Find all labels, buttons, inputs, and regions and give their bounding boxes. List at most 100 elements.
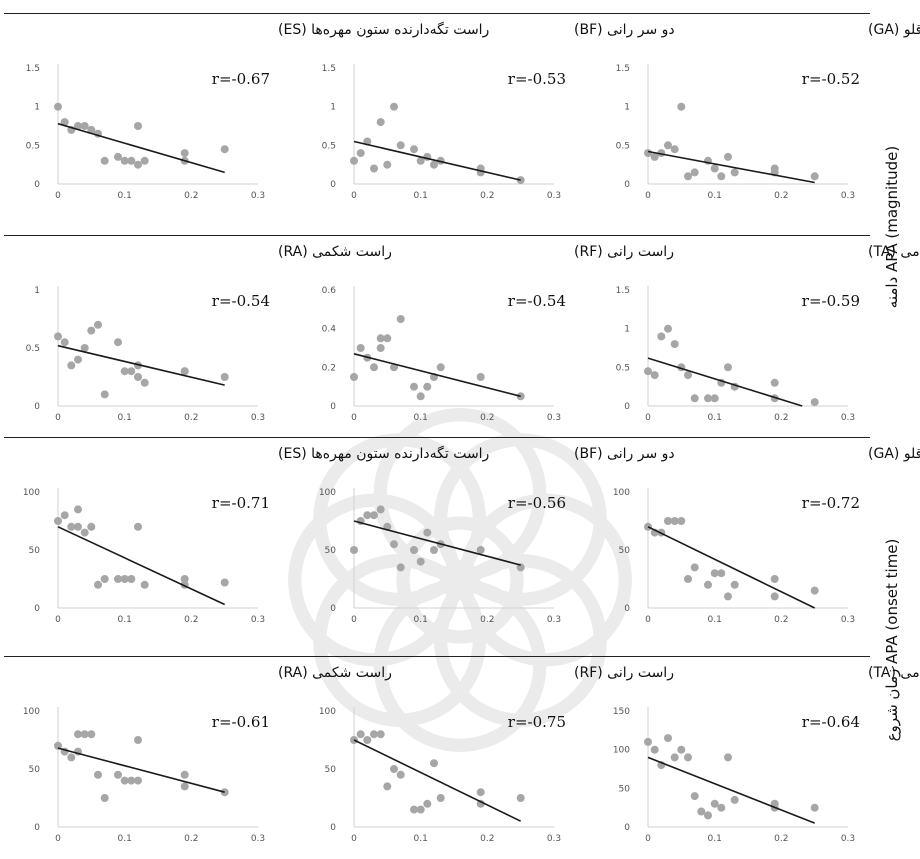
data-point [423,528,432,537]
data-point [810,803,819,812]
data-point [516,563,525,572]
data-point [704,394,712,403]
panel-title: دو سر رانی (BF) [574,446,675,462]
data-point [677,745,686,754]
x-tick-label: 0.1 [118,834,132,844]
x-tick-label: 0.3 [251,615,265,625]
y-tick-label: 0 [624,823,630,833]
data-point [416,392,425,401]
data-point [370,363,378,372]
data-point [677,102,686,111]
data-point [356,730,365,739]
y-tick-label: 0.6 [322,286,337,296]
x-tick-label: 0.3 [841,191,855,201]
y-tick-label: 0.2 [322,363,336,373]
y-tick-label: 0.5 [26,344,40,354]
data-point [664,324,672,333]
data-point [350,373,358,381]
data-point [140,156,149,165]
data-point [180,782,189,791]
data-point [80,344,89,352]
data-point [376,505,385,514]
y-tick-label: 0.5 [616,363,630,373]
data-point [94,770,102,779]
data-point [134,122,142,130]
data-point [180,770,189,779]
data-point [730,795,739,804]
data-point [120,367,129,376]
data-point [134,776,142,785]
x-tick-label: 0.3 [547,191,561,201]
y-tick-label: 50 [29,765,41,775]
data-point [180,367,189,376]
data-point [423,382,432,391]
x-tick-label: 0 [55,413,61,423]
x-tick-label: 0.1 [708,834,722,844]
scatter-panel: دو سر رانی (BF) 0 0.1 0.2 0.3 0 0.5 1 1.5 r=-0.53 [322,22,675,201]
x-tick-label: 0.3 [841,834,855,844]
data-point [650,745,659,754]
data-point [430,759,438,768]
data-point [416,156,425,165]
y-tick-label: 100 [613,746,630,756]
data-point [476,373,485,381]
data-point [220,578,229,587]
data-point [710,569,719,578]
panel-title: راست تگه‌دارنده ستون مهره‌ها (ES) [278,445,489,462]
y-tick-label: 0 [34,823,40,833]
y-tick-label: 1 [624,103,630,113]
y-tick-label: 0.5 [616,141,630,151]
x-tick-label: 0.2 [480,191,494,201]
data-point [690,563,699,572]
x-tick-label: 0 [351,413,357,423]
data-point [114,152,122,161]
data-point [74,730,82,739]
data-point [134,160,142,169]
data-point [383,334,392,343]
data-point [697,807,706,816]
scatter-panel: راست رانی (RF) 0 0.1 0.2 0.3 0 0.2 0.4 0.6 r=-0.5… [322,244,674,423]
panel-title: راست شکمی (RA) [278,665,392,681]
data-point [436,363,445,372]
data-point [114,575,122,583]
data-point [396,563,405,572]
correlation-label: r=-0.64 [802,713,860,731]
data-point [390,765,398,773]
y-tick-label: 0.5 [26,141,40,151]
x-tick-label: 0 [351,191,357,201]
data-point [710,164,719,173]
x-tick-label: 0 [55,834,61,844]
data-point [684,172,692,181]
data-point [717,803,726,812]
panel-title: راست تگه‌دارنده ستون مهره‌ها (ES) [278,21,489,38]
scatter-panel: ساقی قدامی (TA) 0 0.1 0.2 0.3 0 50 100 150 r=-0.6… [613,665,920,844]
x-tick-label: 0.2 [184,834,198,844]
trend-line [57,747,225,793]
data-point [134,522,142,531]
data-point [684,753,692,762]
y-tick-label: 1 [34,286,40,296]
x-tick-label: 0.3 [251,191,265,201]
data-point [376,344,385,352]
data-point [87,125,96,134]
y-tick-label: 0 [624,604,630,614]
data-point [810,172,819,181]
data-point [67,753,76,762]
scatter-panel: راست شکمی (RA) 0 0.1 0.2 0.3 0 0.5 1 r=-0.54 [26,244,392,423]
data-point [127,367,136,376]
correlation-label: r=-0.52 [802,70,860,88]
data-point [396,315,405,323]
trend-line [353,739,522,822]
correlation-label: r=-0.72 [802,494,860,512]
data-point [100,575,109,583]
x-tick-label: 0.1 [708,615,722,625]
data-point [54,102,62,111]
x-tick-label: 0.3 [547,413,561,423]
data-point [180,149,189,158]
correlation-label: r=-0.54 [508,292,566,310]
data-point [350,546,358,554]
x-tick-label: 0.1 [414,615,428,625]
data-point [710,799,719,808]
x-tick-label: 0.2 [184,191,198,201]
